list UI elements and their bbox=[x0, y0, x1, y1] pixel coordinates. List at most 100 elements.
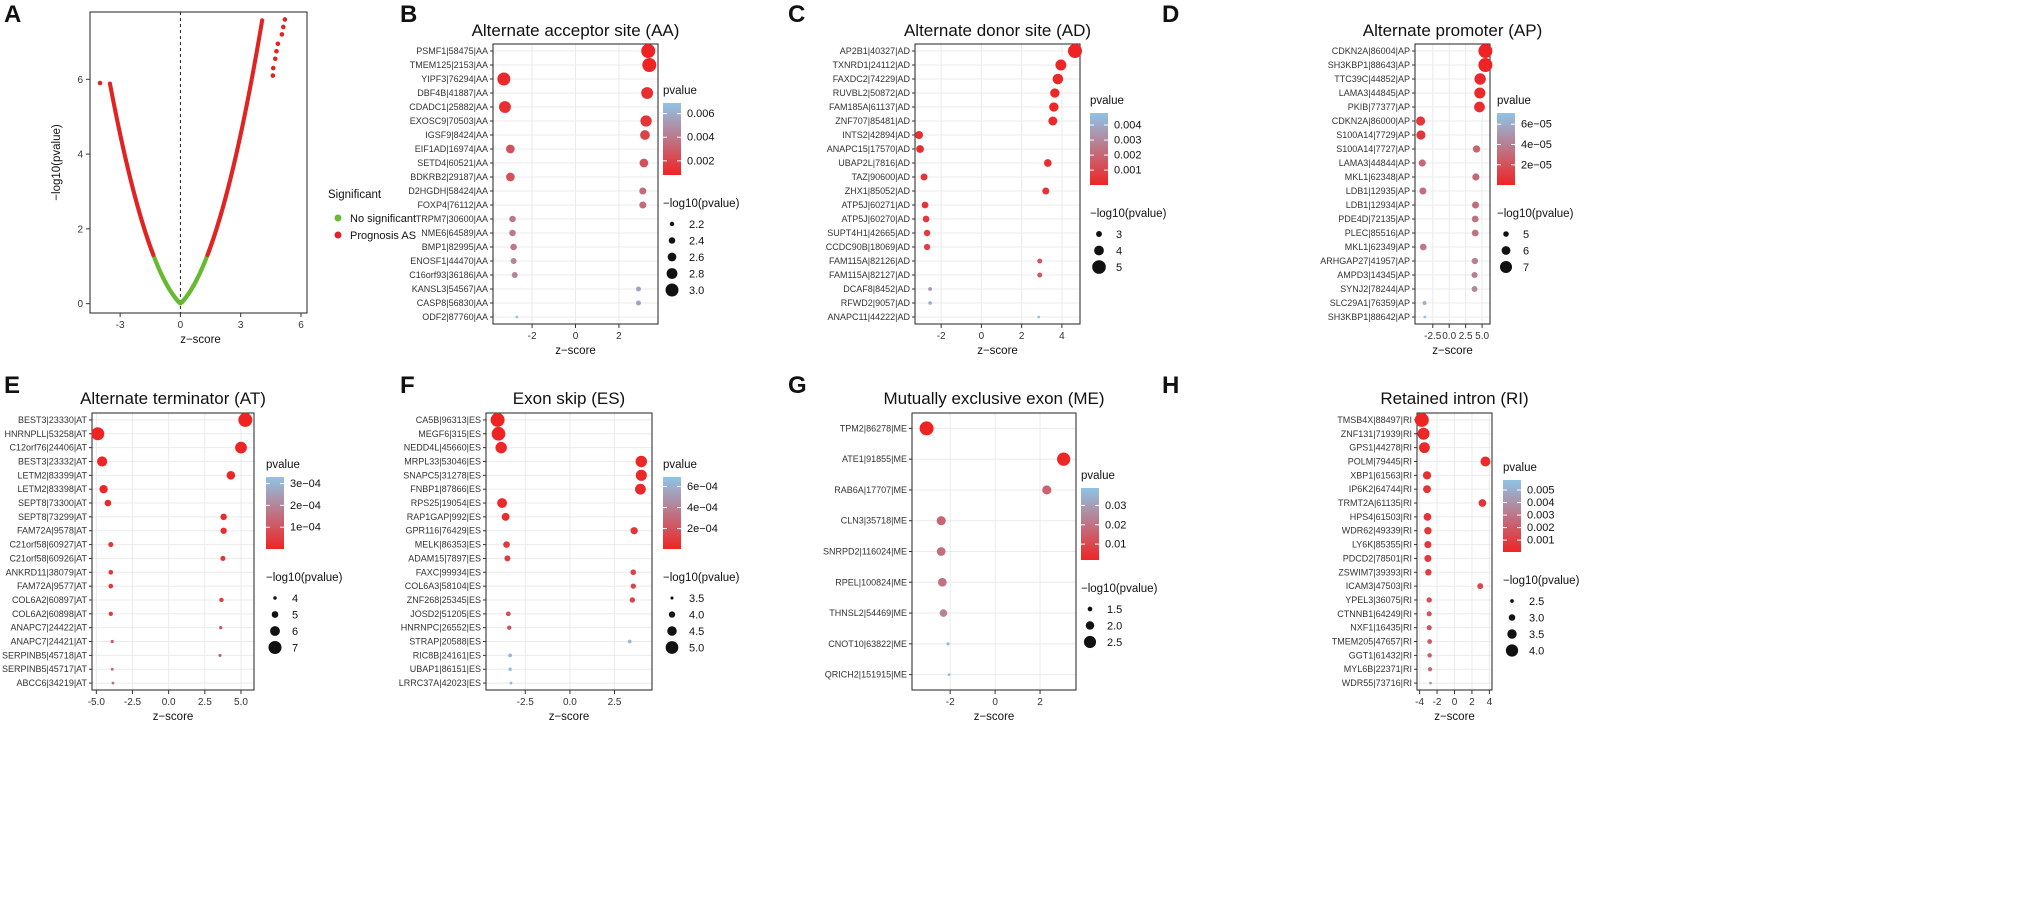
row-label-f: SNAPC5|31278|ES bbox=[403, 470, 481, 480]
size-dot-c bbox=[1096, 231, 1102, 237]
panel-letter-a: A bbox=[4, 1, 21, 28]
row-label-f: UBAP1|86151|ES bbox=[410, 664, 481, 674]
dot-f bbox=[504, 555, 511, 562]
row-label-c: TXNRD1|24112|AD bbox=[832, 60, 910, 70]
x-tick-label-a: 3 bbox=[238, 320, 244, 331]
x-tick-label-h: -4 bbox=[1415, 697, 1424, 708]
dot-h bbox=[1427, 653, 1432, 658]
dot-c bbox=[923, 229, 931, 237]
dot-d bbox=[1416, 130, 1426, 140]
x-tick-label-h: 2 bbox=[1469, 697, 1475, 708]
row-label-c: RUVBL2|50872|AD bbox=[833, 88, 911, 98]
color-bar-g bbox=[1081, 488, 1099, 560]
x-tick-label-c: 0 bbox=[979, 331, 985, 342]
x-axis-label-d: z−score bbox=[1432, 345, 1473, 357]
dot-c bbox=[928, 287, 932, 291]
panel-e: E Alternate terminator (AT) BEST3|23330|AT… bbox=[2, 372, 343, 723]
row-label-h: WDR62|49339|RI bbox=[1342, 526, 1412, 536]
row-label-f: STRAP|20588|ES bbox=[409, 637, 481, 647]
size-label-h: 4.0 bbox=[1529, 646, 1544, 658]
row-label-f: FNBP1|87866|ES bbox=[410, 484, 481, 494]
volcano-point bbox=[270, 73, 276, 78]
dot-h bbox=[1423, 485, 1432, 494]
dot-b bbox=[641, 87, 654, 99]
row-label-c: SUPT4H1|42665|AD bbox=[827, 228, 910, 238]
size-label-g: 2.0 bbox=[1107, 621, 1122, 633]
size-legend-title-c: −log10(pvalue) bbox=[1090, 208, 1167, 220]
dot-f bbox=[630, 569, 637, 576]
dot-b bbox=[506, 172, 515, 182]
dot-g bbox=[946, 642, 950, 646]
color-tick-label-g: 0.03 bbox=[1105, 500, 1126, 512]
dot-h bbox=[1426, 611, 1432, 617]
dot-h bbox=[1426, 625, 1432, 631]
color-tick-label-h: 0.001 bbox=[1527, 535, 1555, 547]
size-legend-title-g: −log10(pvalue) bbox=[1081, 583, 1158, 595]
volcano-point bbox=[97, 80, 103, 86]
dot-d bbox=[1419, 187, 1427, 195]
dot-b bbox=[506, 144, 515, 154]
y-tick-label-a: 4 bbox=[77, 150, 83, 161]
dot-g bbox=[936, 516, 946, 526]
size-dot-d bbox=[1503, 231, 1509, 237]
dot-h bbox=[1480, 456, 1491, 467]
panel-frame-e bbox=[91, 412, 255, 691]
panel-b: B Alternate acceptor site (AA) PSMF1|58475… bbox=[400, 1, 740, 357]
size-dot-d bbox=[1501, 246, 1511, 255]
dot-f bbox=[507, 625, 512, 630]
x-tick-label-g: 2 bbox=[1037, 697, 1043, 708]
row-label-b: NME6|64589|AA bbox=[421, 228, 488, 238]
color-bar-d bbox=[1497, 113, 1515, 185]
dot-d bbox=[1418, 159, 1426, 167]
dot-c bbox=[1049, 102, 1059, 112]
size-label-g: 1.5 bbox=[1107, 604, 1122, 616]
x-tick-label-g: 0 bbox=[992, 697, 998, 708]
dot-c bbox=[916, 145, 924, 153]
panel-c: C Alternate donor site (AD) AP2B1|40327|AD… bbox=[788, 1, 1167, 357]
size-dot-b bbox=[669, 221, 675, 227]
size-label-b: 3.0 bbox=[689, 285, 704, 297]
color-tick-label-h: 0.004 bbox=[1527, 497, 1555, 509]
x-tick-label-e: 5.0 bbox=[234, 697, 248, 708]
volcano-point bbox=[279, 32, 285, 37]
row-label-h: YPEL3|36075|RI bbox=[1345, 595, 1412, 605]
row-label-e: COL6A2|60897|AT bbox=[12, 595, 88, 605]
row-label-b: FOXP4|76112|AA bbox=[417, 200, 488, 210]
dot-e bbox=[238, 412, 253, 427]
size-legend-title-b: −log10(pvalue) bbox=[663, 198, 740, 210]
size-dot-f bbox=[670, 596, 674, 600]
size-label-f: 3.5 bbox=[689, 593, 704, 605]
row-label-h: IP6K2|64744|RI bbox=[1349, 484, 1412, 494]
x-tick-label-a: 0 bbox=[178, 320, 184, 331]
dot-b bbox=[509, 215, 516, 223]
row-label-c: ZHX1|85052|AD bbox=[845, 186, 911, 196]
panel-f: F Exon skip (ES) CA5B|96313|ES MEGF6|315|ES… bbox=[399, 372, 740, 723]
row-label-e: FAM72A|9578|AT bbox=[17, 526, 88, 536]
color-bar-h bbox=[1503, 480, 1521, 552]
dot-g bbox=[1042, 485, 1052, 495]
row-label-f: NEDD4L|45660|ES bbox=[404, 443, 481, 453]
size-label-h: 3.0 bbox=[1529, 613, 1544, 625]
row-label-d: LDB1|12934|AP bbox=[1346, 200, 1410, 210]
x-tick-label-b: 0 bbox=[573, 331, 579, 342]
size-dot-h bbox=[1510, 599, 1514, 603]
size-dot-b bbox=[668, 237, 676, 244]
dot-b bbox=[639, 187, 647, 195]
color-tick-label-e: 1e−04 bbox=[290, 522, 321, 534]
panel-letter-b: B bbox=[400, 1, 417, 28]
legend-title-a: Significant bbox=[328, 189, 382, 201]
dot-h bbox=[1429, 681, 1432, 685]
x-tick-label-d: -2.5 bbox=[1424, 331, 1442, 342]
size-label-b: 2.8 bbox=[689, 269, 704, 281]
dot-e bbox=[110, 639, 114, 644]
y-tick-label-a: 0 bbox=[77, 299, 83, 310]
row-label-e: C21orf58|60927|AT bbox=[9, 540, 87, 550]
row-label-g: SNRPD2|116024|ME bbox=[823, 547, 907, 557]
row-label-e: C21orf58|60926|AT bbox=[9, 553, 87, 563]
size-legend-title-e: −log10(pvalue) bbox=[266, 572, 343, 584]
dot-e bbox=[220, 513, 227, 521]
x-tick-label-a: 6 bbox=[298, 320, 304, 331]
dot-f bbox=[634, 483, 646, 495]
row-label-f: RPS25|19054|ES bbox=[411, 498, 481, 508]
size-label-d: 6 bbox=[1523, 246, 1529, 258]
